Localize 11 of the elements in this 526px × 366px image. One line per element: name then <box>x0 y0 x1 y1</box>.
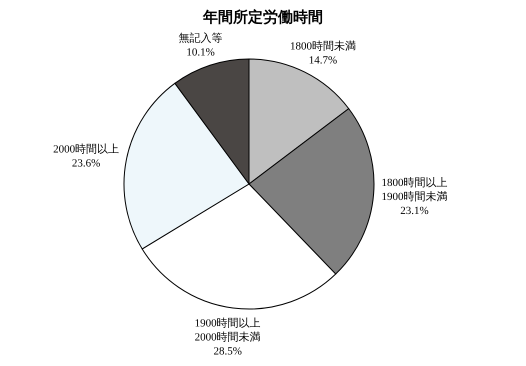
slice-label: 1800時間未満 <box>290 39 356 52</box>
slice-label: 無記入等 <box>178 31 223 44</box>
data-label: 23.1% <box>400 205 429 218</box>
data-label: 28.5% <box>213 346 242 358</box>
data-label: 14.7% <box>308 54 338 66</box>
chart-title: 年間所定労働時間 <box>202 8 323 26</box>
data-label: 23.6% <box>72 158 100 170</box>
slice-label: 2000時間以上 <box>53 142 120 156</box>
slice-label: 1800時間以上 1900時間未満 <box>381 176 448 204</box>
slice-label: 1900時間以上 2000時間未満 <box>194 316 261 344</box>
data-label: 10.1% <box>186 46 215 58</box>
